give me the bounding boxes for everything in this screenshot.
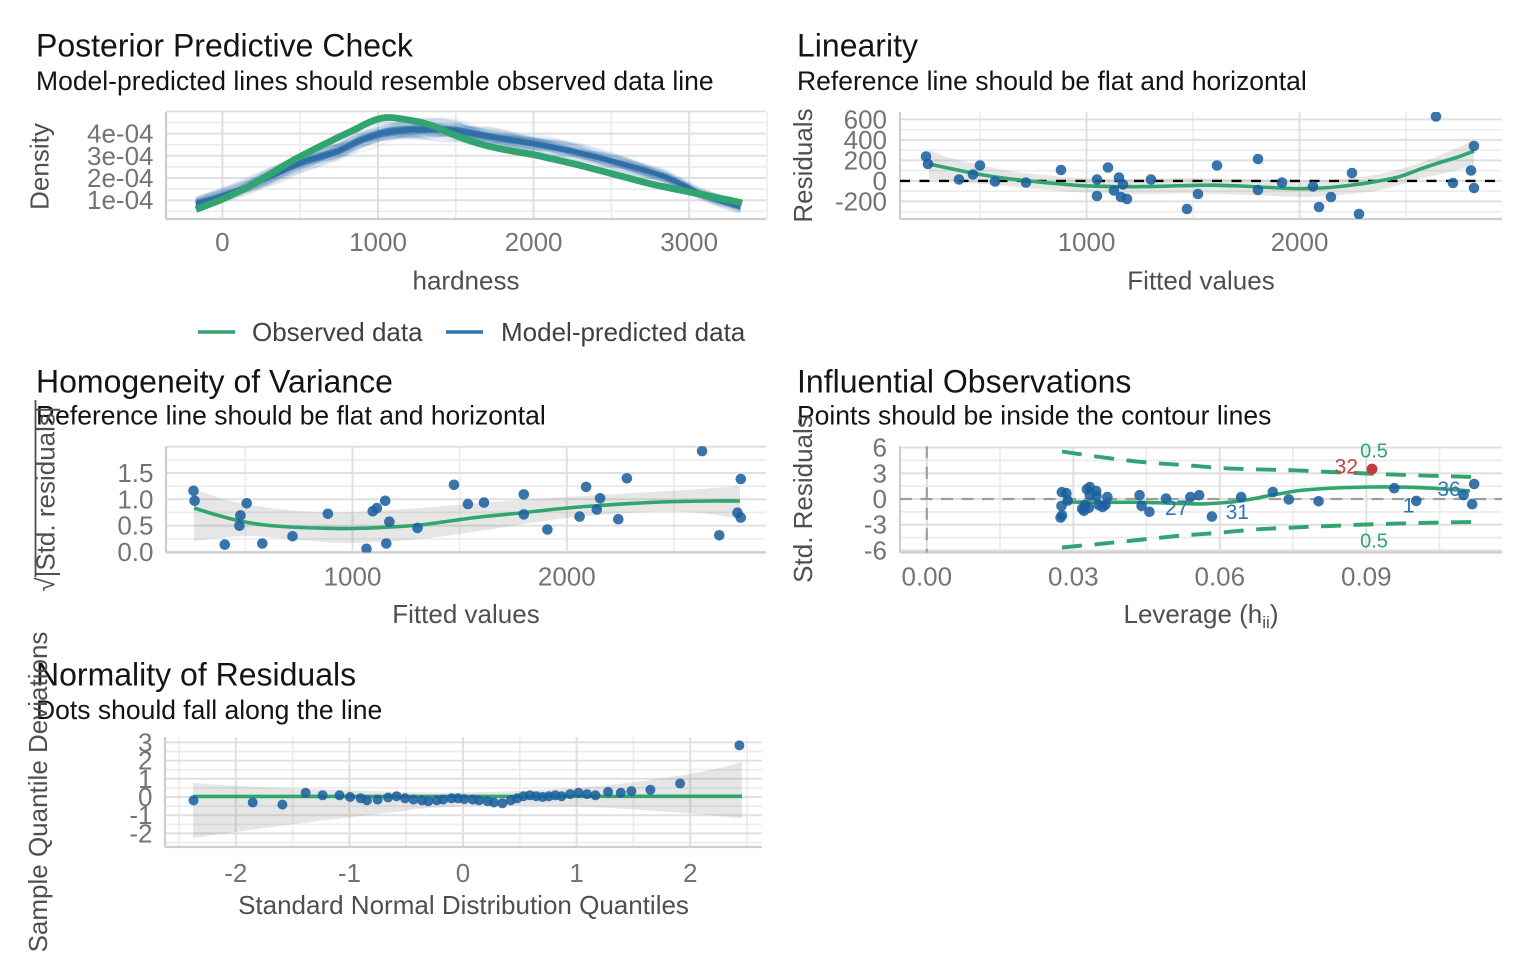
svg-text:36: 36 (1437, 478, 1460, 501)
svg-text:Standard Normal Distribution Q: Standard Normal Distribution Quantiles (238, 890, 689, 920)
svg-text:Model-predicted lines should r: Model-predicted lines should resemble ob… (36, 66, 714, 96)
svg-text:Density: Density (25, 123, 55, 210)
svg-text:1.0: 1.0 (117, 484, 153, 514)
svg-text:2000: 2000 (538, 562, 596, 592)
svg-text:Residuals: Residuals (788, 108, 818, 222)
svg-text:3: 3 (138, 727, 152, 757)
svg-text:3: 3 (873, 458, 887, 488)
svg-text:2000: 2000 (505, 227, 563, 257)
svg-text:27: 27 (1165, 497, 1188, 520)
svg-text:2000: 2000 (1271, 227, 1329, 257)
svg-text:Reference line should be flat: Reference line should be flat and horizo… (36, 400, 546, 430)
svg-text:1000: 1000 (324, 562, 382, 592)
svg-text:1000: 1000 (1058, 227, 1116, 257)
svg-text:1000: 1000 (349, 227, 407, 257)
svg-text:Reference line should be flat: Reference line should be flat and horizo… (797, 66, 1307, 96)
svg-text:-2: -2 (224, 858, 247, 888)
svg-text:32: 32 (1335, 456, 1358, 479)
svg-text:Homogeneity of Variance: Homogeneity of Variance (36, 363, 393, 399)
svg-text:-6: -6 (864, 536, 887, 566)
svg-text:Fitted values: Fitted values (392, 599, 539, 629)
svg-text:Model-predicted data: Model-predicted data (501, 317, 746, 347)
svg-text:-3: -3 (864, 510, 887, 540)
svg-text:0.03: 0.03 (1048, 562, 1099, 592)
svg-text:Leverage (hii): Leverage (hii) (1124, 599, 1279, 632)
svg-text:4e-04: 4e-04 (87, 119, 154, 149)
svg-text:Sample Quantile Deviations: Sample Quantile Deviations (23, 632, 53, 953)
svg-text:Dots should fall along the lin: Dots should fall along the line (36, 695, 382, 725)
svg-text:0: 0 (873, 484, 887, 514)
svg-text:0.0: 0.0 (117, 537, 153, 567)
svg-text:0: 0 (456, 858, 470, 888)
svg-text:Points should be inside the co: Points should be inside the contour line… (797, 400, 1271, 430)
svg-text:0.06: 0.06 (1194, 562, 1245, 592)
svg-text:3000: 3000 (660, 227, 718, 257)
svg-text:2: 2 (683, 858, 697, 888)
svg-text:0.00: 0.00 (901, 562, 952, 592)
svg-text:0.5: 0.5 (1360, 531, 1388, 553)
svg-text:0.5: 0.5 (1360, 441, 1388, 463)
svg-text:6: 6 (873, 433, 887, 463)
svg-text:0.5: 0.5 (117, 511, 153, 541)
svg-text:Linearity: Linearity (797, 28, 918, 64)
svg-text:Fitted values: Fitted values (1127, 266, 1274, 296)
svg-text:0.09: 0.09 (1341, 562, 1392, 592)
svg-text:Posterior Predictive Check: Posterior Predictive Check (36, 28, 414, 64)
svg-text:hardness: hardness (413, 266, 520, 296)
svg-text:1: 1 (569, 858, 583, 888)
svg-text:600: 600 (844, 104, 887, 134)
svg-text:Std. Residuals: Std. Residuals (788, 415, 818, 583)
svg-text:Normality of Residuals: Normality of Residuals (36, 657, 356, 693)
svg-text:1.5: 1.5 (117, 458, 153, 488)
svg-text:-1: -1 (338, 858, 361, 888)
svg-text:1: 1 (1403, 495, 1415, 518)
svg-text:0: 0 (215, 227, 229, 257)
svg-text:31: 31 (1226, 501, 1249, 524)
svg-text:Influential Observations: Influential Observations (797, 363, 1131, 399)
svg-text:Observed data: Observed data (252, 317, 423, 347)
